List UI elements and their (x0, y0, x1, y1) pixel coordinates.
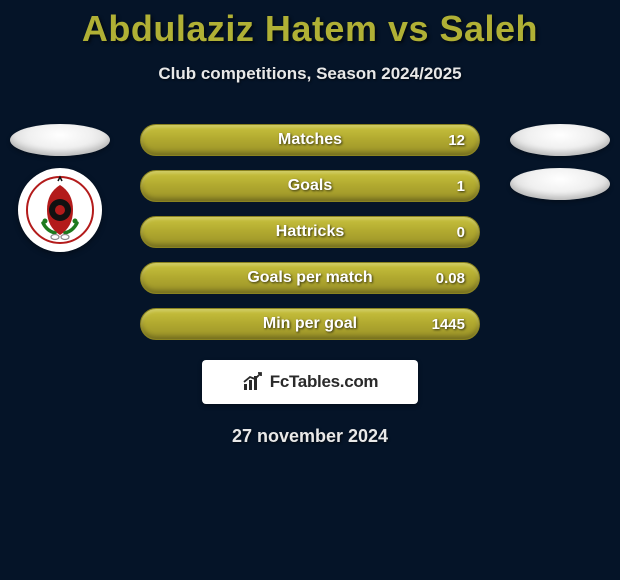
right-player-column (510, 124, 610, 200)
player-photo-placeholder (510, 124, 610, 156)
snapshot-date: 27 november 2024 (0, 426, 620, 447)
logo-text: FcTables.com (270, 372, 379, 392)
stat-row: Goals 1 (140, 170, 480, 202)
page-title: Abdulaziz Hatem vs Saleh (0, 0, 620, 50)
stat-row: Matches 12 (140, 124, 480, 156)
stat-label: Min per goal (263, 315, 357, 333)
chart-icon (242, 371, 264, 393)
stat-row: Goals per match 0.08 (140, 262, 480, 294)
stat-label: Goals (288, 177, 332, 195)
stat-value: 1445 (432, 316, 465, 333)
stat-value: 1 (457, 178, 465, 195)
source-logo: FcTables.com (202, 360, 418, 404)
crest-icon (25, 175, 95, 245)
stat-value: 12 (448, 132, 465, 149)
stats-bars: Matches 12 Goals 1 Hattricks 0 Goals per… (140, 124, 480, 340)
club-badge-placeholder (510, 168, 610, 200)
stat-row: Hattricks 0 (140, 216, 480, 248)
page-subtitle: Club competitions, Season 2024/2025 (0, 64, 620, 84)
left-player-column (10, 124, 110, 252)
stat-label: Goals per match (247, 269, 372, 287)
comparison-content: Matches 12 Goals 1 Hattricks 0 Goals per… (0, 124, 620, 344)
stat-value: 0.08 (436, 270, 465, 287)
stat-label: Matches (278, 131, 342, 149)
stat-label: Hattricks (276, 223, 344, 241)
stat-value: 0 (457, 224, 465, 241)
player-photo-placeholder (10, 124, 110, 156)
stat-row: Min per goal 1445 (140, 308, 480, 340)
club-badge-left (18, 168, 102, 252)
